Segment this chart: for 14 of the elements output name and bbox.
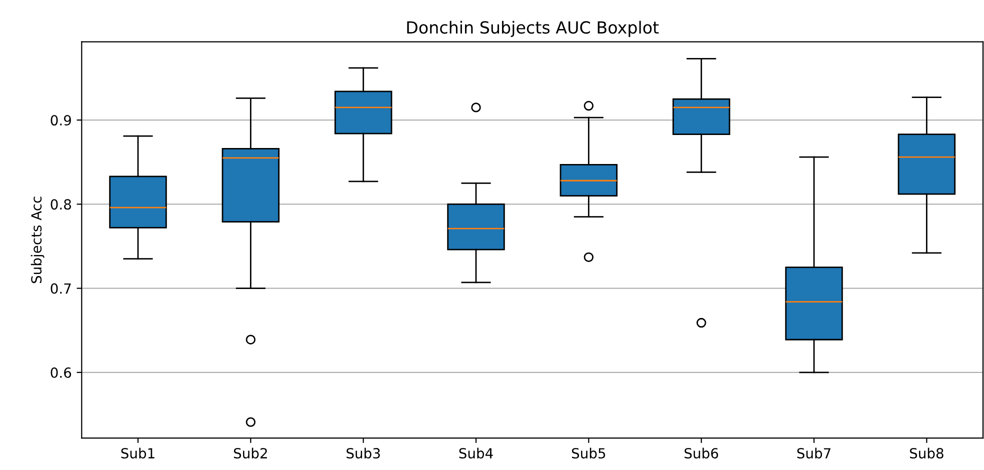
y-tick-label: 0.6 [50, 367, 72, 378]
y-tick-label: 0.8 [50, 199, 71, 210]
x-tick-label: Sub2 [234, 448, 267, 459]
x-tick-label: Sub5 [572, 448, 606, 459]
x-tick-label: Sub1 [121, 448, 154, 459]
x-tick-label: Sub6 [684, 448, 718, 459]
chart-title: Donchin Subjects AUC Boxplot [407, 20, 659, 37]
y-tick-label: 0.9 [50, 115, 71, 126]
y-axis-title: Subjects Acc [30, 196, 44, 284]
x-tick-label: Sub7 [797, 448, 830, 459]
y-tick-label: 0.7 [50, 283, 71, 294]
x-tick-label: Sub8 [910, 448, 944, 459]
x-tick-label: Sub3 [346, 448, 380, 459]
x-tick-label: Sub4 [459, 448, 493, 459]
